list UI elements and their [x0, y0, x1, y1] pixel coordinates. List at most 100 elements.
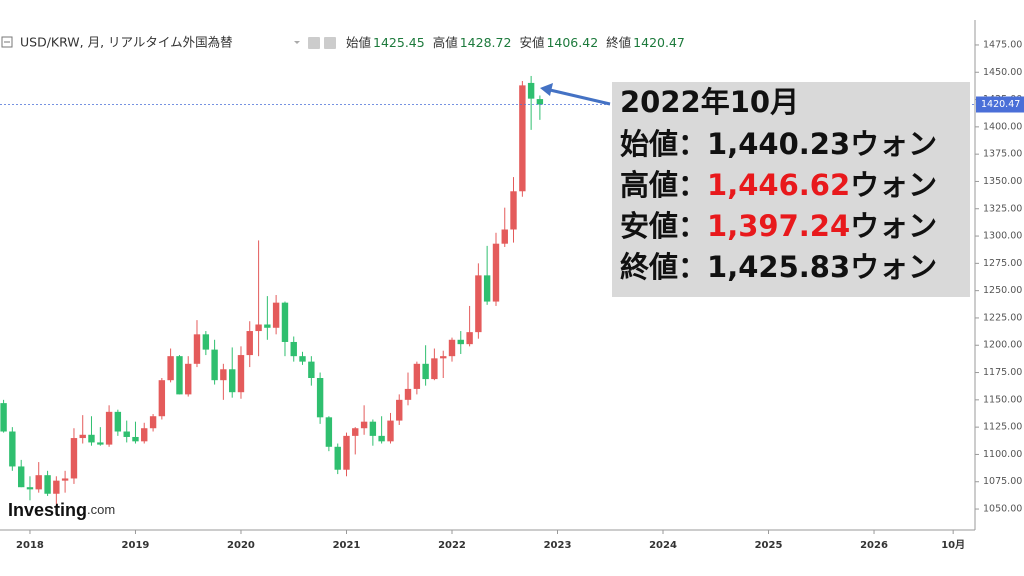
- candle-body: [88, 434, 95, 443]
- candle-body: [220, 369, 227, 381]
- candle-body: [61, 478, 69, 481]
- annotation-line: 終値：1,425.83ウォン: [620, 250, 937, 284]
- candle-body: [316, 378, 324, 418]
- x-tick-label: 2019: [122, 540, 150, 551]
- candle-body: [264, 324, 271, 328]
- candle-body: [334, 446, 341, 470]
- candle-body: [536, 99, 544, 105]
- annotation-value: 1,397.24: [707, 209, 850, 243]
- candle-body: [299, 356, 306, 362]
- price-label: 1420.47: [981, 99, 1020, 110]
- candle-body: [79, 434, 86, 439]
- candle-body: [229, 369, 236, 393]
- candle-body: [53, 480, 60, 494]
- candle-body: [114, 411, 122, 432]
- y-tick-label: 1300.00: [983, 231, 1022, 242]
- candle-body: [378, 435, 385, 442]
- symbol-title: USD/KRW, 月, リアルタイム外国為替: [20, 35, 233, 50]
- x-tick-label: 2024: [649, 540, 677, 551]
- y-tick-label: 1250.00: [983, 285, 1022, 296]
- annotation-line: 始値：1,440.23ウォン: [620, 127, 937, 161]
- x-tick-label: 10月: [941, 539, 965, 551]
- candle-body: [387, 420, 394, 442]
- y-tick-label: 1125.00: [983, 422, 1022, 433]
- candle-body: [158, 380, 166, 417]
- annotation-arrow: [549, 88, 611, 106]
- candle-body: [97, 442, 104, 445]
- candle-body: [211, 349, 218, 381]
- annotation-label: 安値：: [620, 209, 707, 243]
- candle-body: [35, 475, 42, 490]
- ohlc-label: 始値: [346, 35, 371, 50]
- candle-body: [44, 475, 51, 494]
- candle-body: [70, 438, 78, 479]
- ohlc-value: 1428.72: [460, 35, 512, 50]
- ohlc-header: 始値 1425.45 高値 1428.72 安値 1406.42 終値 1420.47: [346, 35, 685, 50]
- candle-body: [246, 331, 253, 356]
- y-tick-label: 1050.00: [983, 504, 1022, 515]
- candle-body: [105, 411, 113, 445]
- x-tick-label: 2020: [227, 540, 255, 551]
- candle-body: [176, 356, 183, 395]
- settings-icon: [308, 37, 320, 49]
- annotation-unit: ウォン: [850, 209, 937, 243]
- annotation-line: 安値：1,397.24ウォン: [620, 209, 937, 243]
- annotation-label: 終値：: [620, 250, 707, 284]
- candle-body: [185, 363, 192, 395]
- annotation-label: 高値：: [620, 168, 707, 202]
- candle-body: [255, 324, 262, 332]
- candle-body: [352, 428, 359, 436]
- annotation-unit: ウォン: [850, 250, 937, 284]
- annotation-unit: ウォン: [850, 168, 937, 202]
- y-tick-label: 1100.00: [983, 449, 1022, 460]
- candle-body: [413, 363, 421, 389]
- candle-body: [527, 82, 535, 99]
- ohlc-value: 1406.42: [546, 35, 598, 50]
- annotation-value: 1,425.83: [707, 250, 850, 284]
- y-tick-label: 1075.00: [983, 476, 1022, 487]
- ohlc-label: 終値: [606, 35, 631, 50]
- logo-name: Investing: [8, 500, 87, 520]
- y-tick-label: 1225.00: [983, 312, 1022, 323]
- annotation-arrowhead: [540, 83, 553, 96]
- annotation-title: 2022年10月: [620, 85, 799, 119]
- candle-body: [325, 417, 333, 447]
- candle-body: [18, 466, 25, 488]
- candle-body: [141, 428, 148, 442]
- candle-body: [510, 191, 517, 230]
- logo-suffix: .com: [87, 502, 115, 517]
- y-tick-label: 1475.00: [983, 39, 1022, 50]
- candle-body: [466, 332, 473, 345]
- dropdown-icon: [294, 41, 300, 44]
- ohlc-value: 1420.47: [633, 35, 685, 50]
- logo: Investing.com: [8, 500, 115, 520]
- candle-body: [404, 388, 412, 400]
- x-tick-label: 2026: [860, 540, 888, 551]
- candle-body: [167, 356, 174, 381]
- y-tick-label: 1450.00: [983, 67, 1022, 78]
- candle-body: [483, 275, 491, 302]
- ohlc-label: 高値: [433, 35, 458, 50]
- candle-body: [396, 399, 403, 421]
- candle-body: [132, 436, 139, 442]
- ohlc-value: 1425.45: [373, 35, 425, 50]
- candle-body: [369, 421, 377, 436]
- candle-body: [123, 431, 130, 437]
- candle-body: [475, 275, 482, 333]
- x-tick-label: 2023: [544, 540, 572, 551]
- candle-body: [492, 243, 500, 302]
- y-tick-label: 1200.00: [983, 340, 1022, 351]
- y-tick-label: 1325.00: [983, 203, 1022, 214]
- candle-body: [431, 358, 438, 380]
- candle-body: [519, 85, 526, 192]
- candle-body: [360, 421, 368, 429]
- annotation-label: 始値：: [620, 127, 707, 161]
- candle-body: [237, 355, 245, 393]
- price-label-box: [976, 96, 1024, 113]
- x-tick-label: 2018: [16, 540, 44, 551]
- x-tick-label: 2025: [755, 540, 783, 551]
- candle-body: [26, 487, 34, 490]
- candle-body: [193, 334, 201, 364]
- settings-icon: [324, 37, 336, 49]
- y-tick-label: 1350.00: [983, 176, 1022, 187]
